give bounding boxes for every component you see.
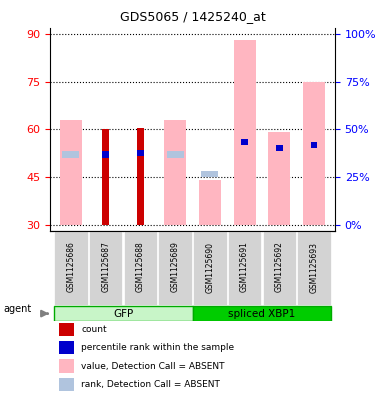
Bar [201,171,218,177]
Bar [59,323,74,336]
Bar [159,231,192,305]
Bar [164,119,186,224]
Bar [124,231,157,305]
Bar [60,119,82,224]
Text: GSM1125690: GSM1125690 [205,242,214,292]
Bar [199,180,221,224]
Text: percentile rank within the sample: percentile rank within the sample [81,343,234,352]
Text: spliced XBP1: spliced XBP1 [228,309,296,319]
Text: GSM1125687: GSM1125687 [101,242,110,292]
Text: GFP: GFP [113,309,133,319]
Bar [102,151,109,158]
Bar [234,40,256,224]
Text: GSM1125693: GSM1125693 [310,242,319,292]
Bar [137,150,144,156]
Text: GSM1125686: GSM1125686 [66,242,75,292]
Text: GSM1125692: GSM1125692 [275,242,284,292]
Bar [102,129,109,224]
Bar [59,359,74,373]
Bar [59,341,74,354]
Bar [268,132,290,224]
Bar [263,231,296,305]
Bar [89,231,122,305]
Bar [167,151,184,158]
Bar [298,231,331,305]
Bar [303,81,325,224]
Text: GSM1125689: GSM1125689 [171,242,180,292]
Bar [54,231,87,305]
Bar [59,378,74,391]
Text: rank, Detection Call = ABSENT: rank, Detection Call = ABSENT [81,380,220,389]
Text: agent: agent [4,303,32,314]
Bar [62,151,79,158]
Bar [137,128,144,224]
Bar [228,231,261,305]
Bar [192,306,331,321]
Bar [193,231,226,305]
Text: GSM1125691: GSM1125691 [240,242,249,292]
Bar [276,145,283,151]
Bar [311,142,318,148]
Text: count: count [81,325,107,334]
Bar [241,139,248,145]
Text: GSM1125688: GSM1125688 [136,242,145,292]
Text: value, Detection Call = ABSENT: value, Detection Call = ABSENT [81,362,225,371]
Text: GDS5065 / 1425240_at: GDS5065 / 1425240_at [120,10,265,23]
Bar [54,306,192,321]
